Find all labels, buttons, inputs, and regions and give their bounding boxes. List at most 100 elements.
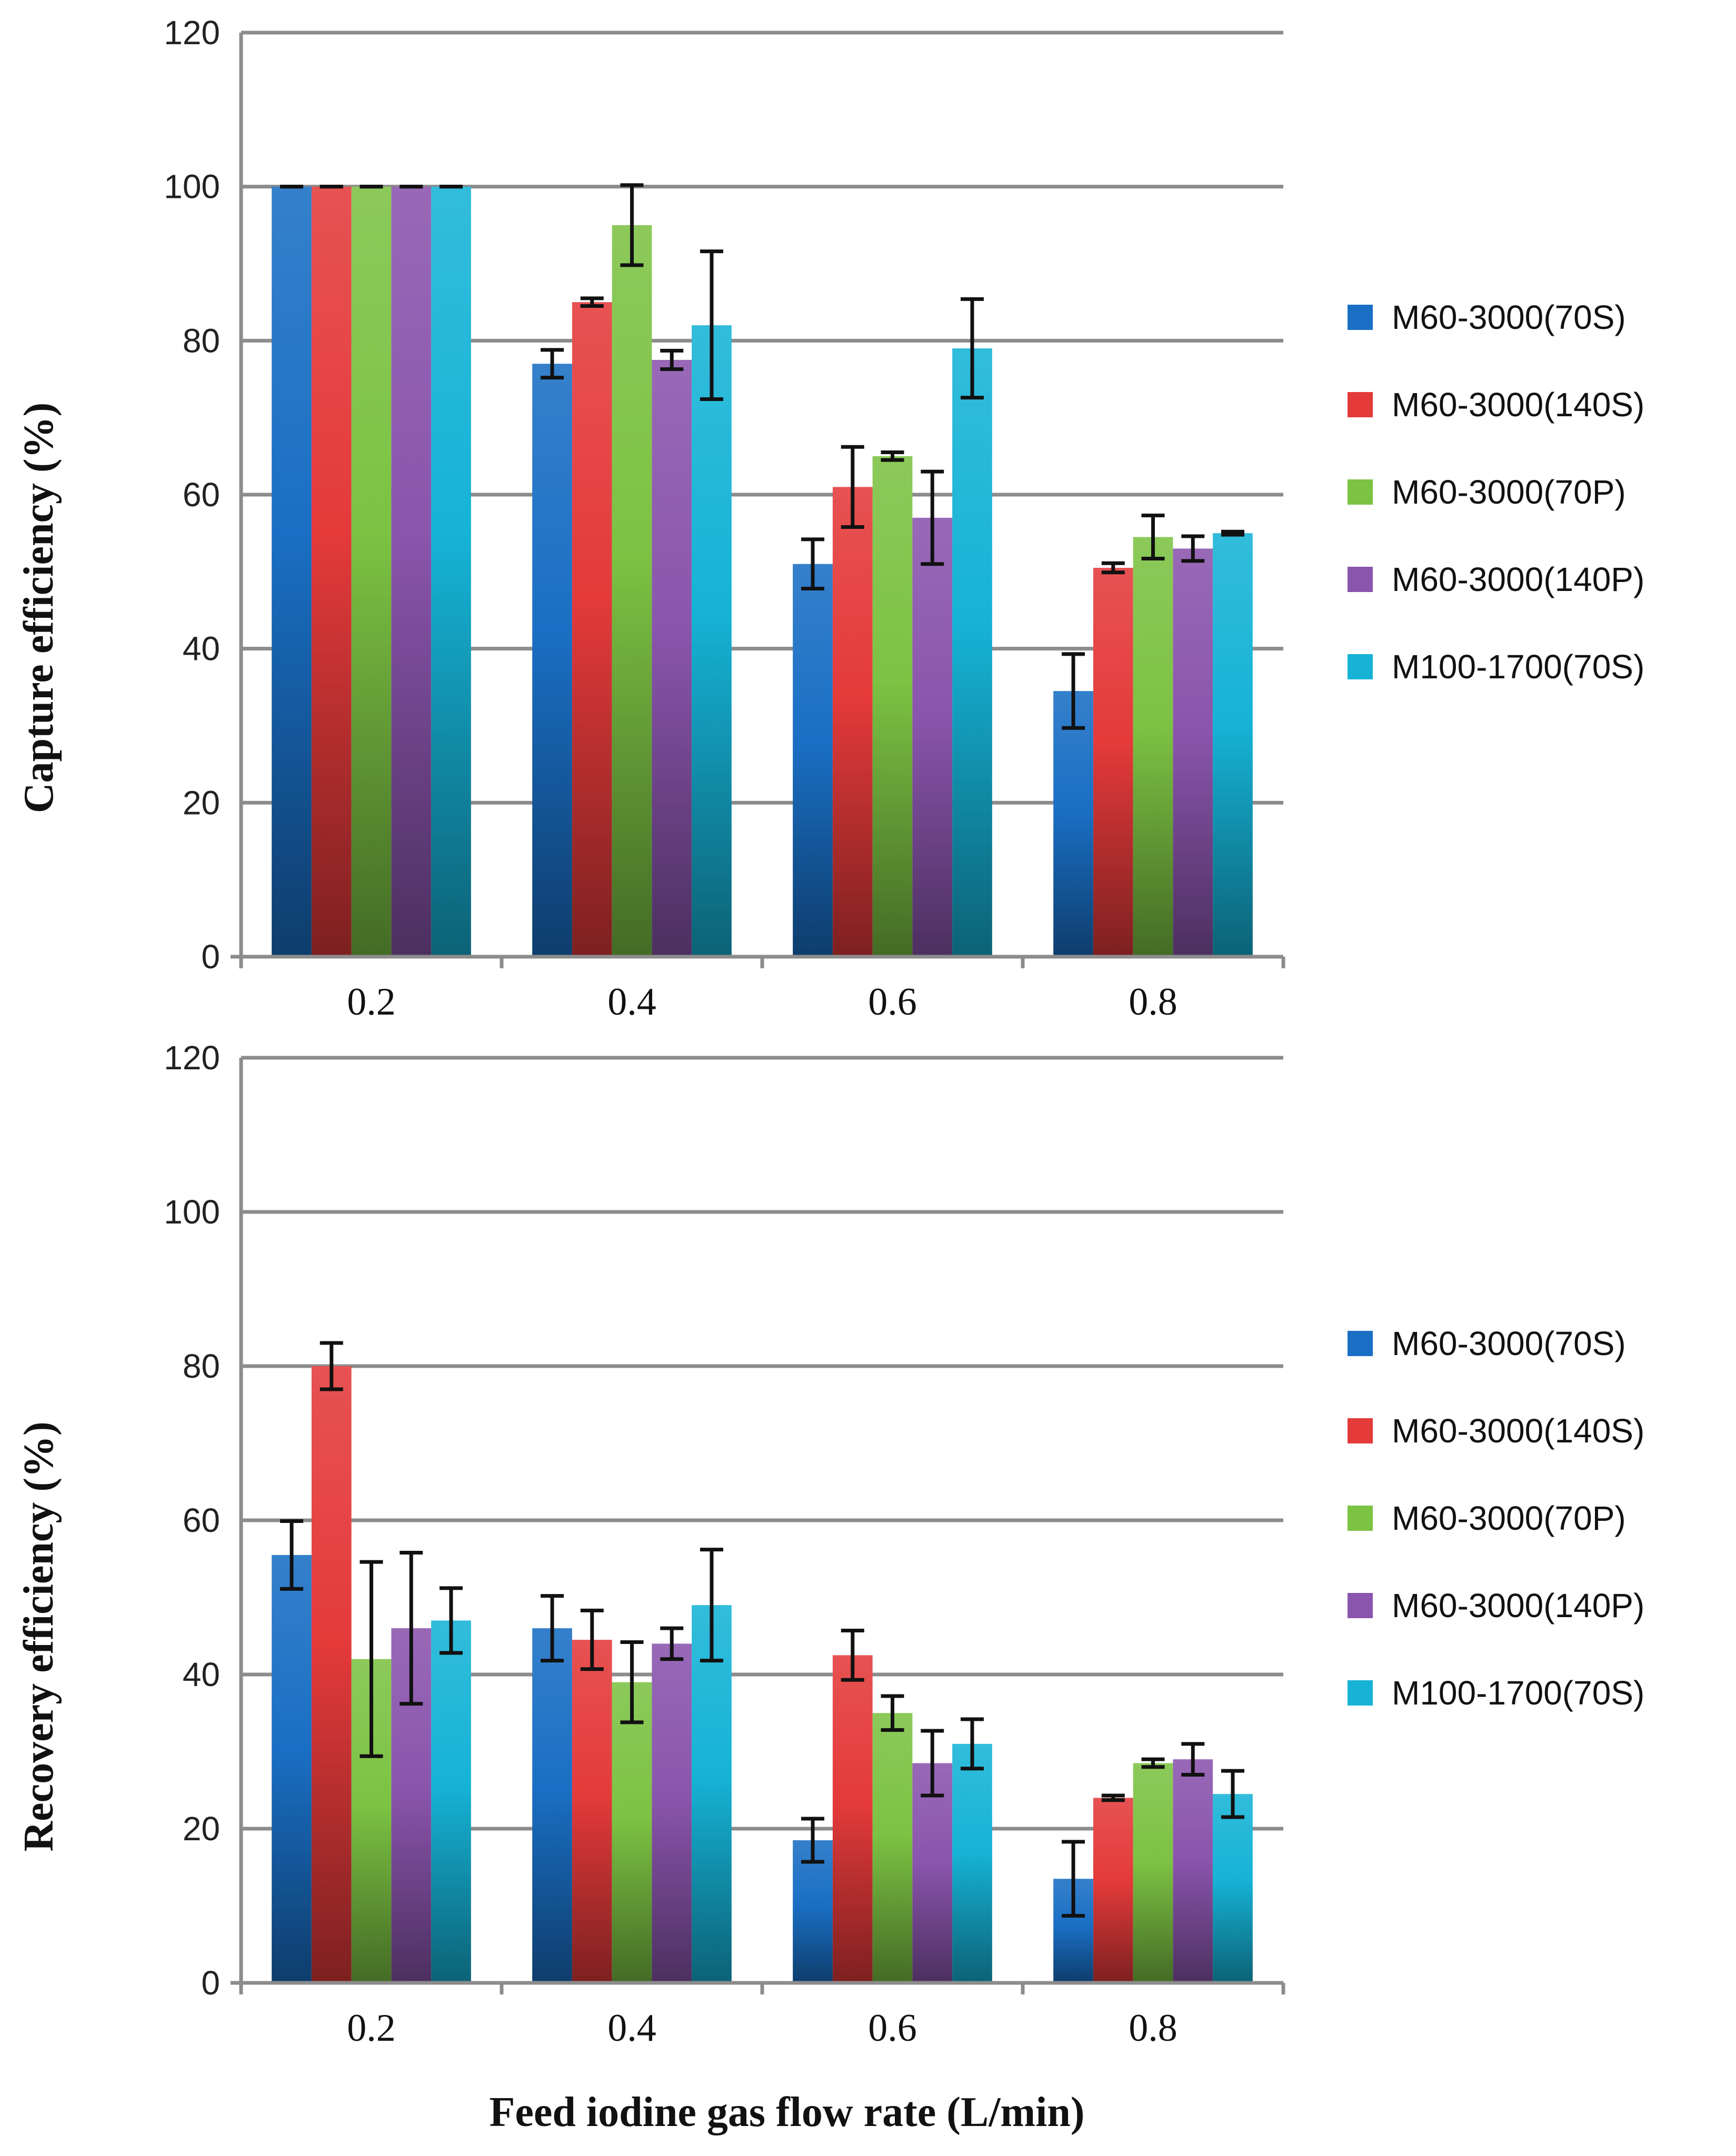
recovery-x-tick-0-8: 0.8 xyxy=(1129,2007,1178,2050)
recovery-error-bar-m60-3000-70p-0-6 xyxy=(881,1694,904,1732)
capture-x-tick-labels: 0.2 0.4 0.6 0.8 xyxy=(347,980,1178,1024)
capture-legend-item-m60-3000-140p: M60-3000(140P) xyxy=(1348,560,1644,598)
capture-bar-m60-3000-140s-0-8 xyxy=(1093,568,1133,957)
recovery-bar-m100-1700-70s-0-2 xyxy=(431,1620,471,1983)
recovery-bar-m100-1700-70s-0-6 xyxy=(952,1743,992,1983)
capture-bars xyxy=(272,186,1253,957)
capture-bar-m60-3000-70s-0-6 xyxy=(793,564,833,957)
recovery-error-bar-m60-3000-70p-0-2 xyxy=(360,1560,383,1758)
recovery-error-bars xyxy=(280,1341,1244,1918)
capture-x-tick-0-2: 0.2 xyxy=(347,980,396,1024)
recovery-x-tick-0-2: 0.2 xyxy=(347,2007,396,2050)
recovery-bar-m60-3000-70p-0-4 xyxy=(612,1682,652,1983)
recovery-error-bar-m100-1700-70s-0-2 xyxy=(439,1586,463,1655)
capture-error-bar-m100-1700-70s-0-8 xyxy=(1221,529,1244,537)
capture-bar-m60-3000-140p-0-8 xyxy=(1173,548,1213,957)
capture-y-tick-20: 20 xyxy=(183,784,220,821)
recovery-legend-label-m60-3000-140p: M60-3000(140P) xyxy=(1392,1587,1644,1624)
capture-legend-label-m60-3000-70s: M60-3000(70S) xyxy=(1392,298,1626,336)
capture-y-axis-label: Capture efficiency (%) xyxy=(16,403,62,814)
capture-bar-m100-1700-70s-0-6 xyxy=(952,348,992,957)
capture-error-bar-m60-3000-140s-0-6 xyxy=(841,445,864,529)
capture-error-bar-m60-3000-70p-0-6 xyxy=(881,450,904,462)
recovery-bars xyxy=(272,1366,1253,1983)
capture-bar-m60-3000-70s-0-4 xyxy=(532,364,572,957)
x-axis-label: Feed iodine gas flow rate (L/min) xyxy=(490,2089,1085,2135)
capture-axes xyxy=(231,33,1285,968)
recovery-y-tick-0: 0 xyxy=(201,1964,220,2002)
recovery-legend-item-m60-3000-140s: M60-3000(140S) xyxy=(1348,1412,1644,1450)
recovery-y-axis-label: Recovery efficiency (%) xyxy=(16,1421,62,1851)
recovery-error-bar-m60-3000-140p-0-4 xyxy=(660,1626,684,1661)
capture-error-bar-m100-1700-70s-0-4 xyxy=(700,249,723,402)
recovery-y-tick-labels: 0 20 40 60 80 100 120 xyxy=(164,1039,220,2002)
recovery-error-bar-m60-3000-140s-0-4 xyxy=(580,1608,604,1671)
capture-bar-m60-3000-70p-0-6 xyxy=(872,456,913,957)
capture-legend-label-m60-3000-70p: M60-3000(70P) xyxy=(1392,473,1626,511)
recovery-error-bar-m60-3000-70s-0-4 xyxy=(541,1594,564,1663)
recovery-error-bar-m60-3000-70s-0-6 xyxy=(801,1817,825,1864)
capture-bar-m60-3000-70s-0-8 xyxy=(1053,691,1093,957)
capture-efficiency-chart: 0 20 40 60 80 100 120 0.2 0.4 0.6 0.8 Capture eff… xyxy=(16,14,1644,1024)
capture-legend-swatch-m60-3000-140s xyxy=(1348,392,1373,417)
capture-legend-swatch-m100-1700-70s xyxy=(1348,654,1373,679)
capture-bar-m100-1700-70s-0-8 xyxy=(1213,533,1253,957)
capture-bar-m60-3000-70p-0-8 xyxy=(1133,537,1173,957)
recovery-legend: M60-3000(70S) M60-3000(140S) M60-3000(70P)… xyxy=(1348,1325,1644,1712)
capture-legend-item-m60-3000-70p: M60-3000(70P) xyxy=(1348,473,1626,511)
recovery-bar-m60-3000-140s-0-2 xyxy=(311,1366,352,1983)
recovery-bar-m60-3000-140p-0-4 xyxy=(652,1643,692,1983)
capture-x-tick-0-6: 0.6 xyxy=(868,980,917,1024)
recovery-error-bar-m100-1700-70s-0-8 xyxy=(1221,1769,1244,1819)
recovery-y-tick-60: 60 xyxy=(183,1501,220,1539)
capture-bar-m60-3000-140p-0-4 xyxy=(652,359,692,957)
recovery-legend-swatch-m60-3000-70p xyxy=(1348,1506,1373,1531)
capture-legend-label-m60-3000-140p: M60-3000(140P) xyxy=(1392,560,1644,598)
capture-error-bar-m60-3000-70s-0-6 xyxy=(801,537,825,591)
recovery-x-tick-0-6: 0.6 xyxy=(868,2007,917,2050)
capture-bar-m60-3000-70p-0-4 xyxy=(612,225,652,957)
capture-y-tick-labels: 0 20 40 60 80 100 120 xyxy=(164,14,220,976)
capture-x-tick-0-8: 0.8 xyxy=(1129,980,1178,1024)
capture-bar-m60-3000-140s-0-6 xyxy=(832,487,873,957)
capture-error-bar-m60-3000-70p-0-4 xyxy=(620,183,644,267)
recovery-y-tick-20: 20 xyxy=(183,1810,220,1848)
recovery-bar-m60-3000-140s-0-4 xyxy=(572,1640,612,1983)
recovery-legend-swatch-m60-3000-70s xyxy=(1348,1331,1373,1356)
recovery-legend-item-m60-3000-140p: M60-3000(140P) xyxy=(1348,1587,1644,1624)
capture-bar-m60-3000-140p-0-6 xyxy=(912,517,953,957)
recovery-x-tick-labels: 0.2 0.4 0.6 0.8 xyxy=(347,2007,1178,2050)
capture-error-bar-m60-3000-140s-0-4 xyxy=(580,296,604,308)
recovery-error-bar-m60-3000-140p-0-2 xyxy=(400,1551,423,1706)
capture-error-bar-m60-3000-140p-0-4 xyxy=(660,348,684,371)
recovery-bar-m60-3000-140p-0-6 xyxy=(912,1763,953,1983)
recovery-error-bar-m60-3000-140s-0-8 xyxy=(1101,1793,1125,1802)
recovery-error-bar-m60-3000-70p-0-8 xyxy=(1141,1757,1165,1769)
recovery-legend-item-m60-3000-70s: M60-3000(70S) xyxy=(1348,1325,1626,1362)
recovery-x-tick-0-4: 0.4 xyxy=(607,2007,656,2050)
capture-legend-label-m100-1700-70s: M100-1700(70S) xyxy=(1392,648,1644,686)
recovery-error-bar-m60-3000-70s-0-2 xyxy=(280,1519,304,1591)
capture-bar-m60-3000-140s-0-4 xyxy=(572,302,612,957)
recovery-error-bar-m60-3000-140p-0-8 xyxy=(1181,1742,1205,1777)
capture-legend-item-m60-3000-140s: M60-3000(140S) xyxy=(1348,386,1644,424)
capture-y-tick-60: 60 xyxy=(183,476,220,514)
capture-bar-m60-3000-70p-0-2 xyxy=(351,186,392,957)
capture-bar-m60-3000-140p-0-2 xyxy=(391,186,432,957)
recovery-error-bar-m100-1700-70s-0-6 xyxy=(960,1717,984,1771)
recovery-legend-label-m60-3000-70s: M60-3000(70S) xyxy=(1392,1325,1626,1362)
recovery-error-bar-m60-3000-140p-0-6 xyxy=(921,1729,944,1798)
recovery-bar-m60-3000-70s-0-2 xyxy=(272,1555,312,1983)
capture-bar-m60-3000-70s-0-2 xyxy=(272,186,312,957)
recovery-y-tick-40: 40 xyxy=(183,1656,220,1693)
recovery-y-tick-80: 80 xyxy=(183,1347,220,1385)
recovery-error-bar-m60-3000-70s-0-8 xyxy=(1062,1840,1085,1918)
recovery-efficiency-chart: 0 20 40 60 80 100 120 0.2 0.4 0.6 0.8 Recovery ef… xyxy=(16,1039,1644,2050)
recovery-legend-label-m60-3000-140s: M60-3000(140S) xyxy=(1392,1412,1644,1450)
capture-y-tick-0: 0 xyxy=(201,938,220,976)
recovery-error-bar-m60-3000-140s-0-2 xyxy=(320,1341,343,1391)
recovery-legend-swatch-m60-3000-140s xyxy=(1348,1418,1373,1443)
capture-error-bar-m60-3000-140p-0-6 xyxy=(921,469,944,566)
capture-y-tick-40: 40 xyxy=(183,630,220,668)
